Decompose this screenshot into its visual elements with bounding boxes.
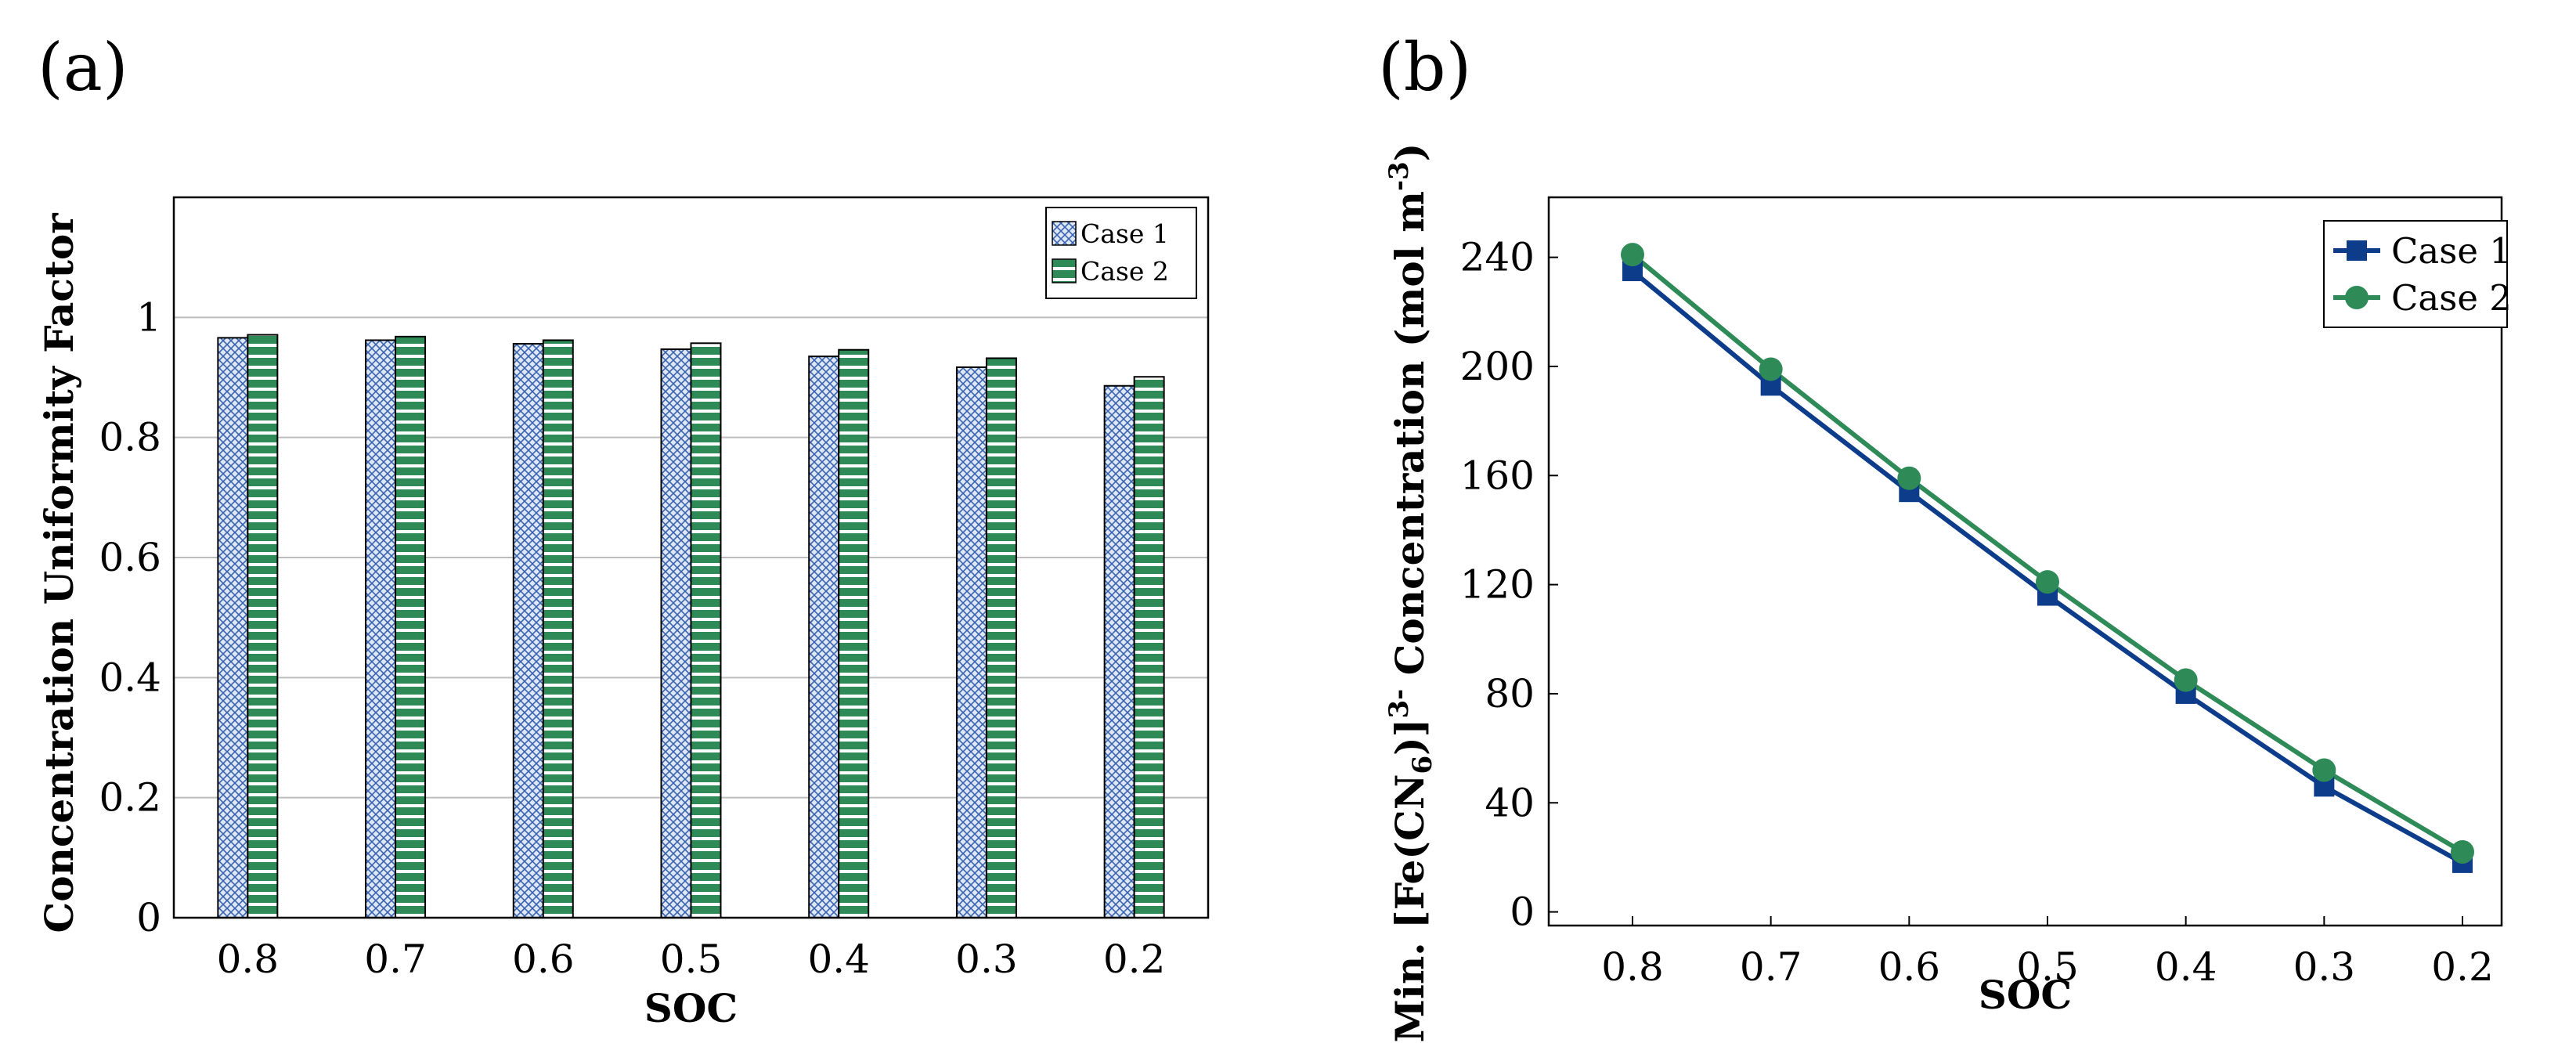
b-x-tick-label: 0.6 (1878, 944, 1941, 990)
b-marker-case2 (2036, 570, 2059, 594)
a-y-tick-label: 1 (136, 294, 161, 340)
panel-b-label: (b) (1378, 29, 1471, 106)
a-legend-swatch-case2 (1052, 258, 1077, 283)
b-ylabel-prefix: Min. [Fe(CN (1387, 774, 1433, 1043)
b-y-axis-title: Min. [Fe(CN6)]3- Concentration (mol m-3) (1384, 143, 1438, 1043)
b-x-tick-label: 0.4 (2155, 944, 2217, 990)
a-bar-case2 (690, 342, 722, 918)
b-x-tick-label: 0.3 (2293, 944, 2356, 990)
a-plot-frame (172, 196, 1210, 919)
a-bar-case2 (247, 334, 279, 919)
b-y-tick-label: 160 (1460, 453, 1535, 498)
a-x-tick-label: 0.7 (364, 937, 427, 982)
b-legend-box (2323, 220, 2508, 328)
b-legend-label-case1: Case 1 (2391, 230, 2512, 272)
b-marker-case2 (2451, 839, 2474, 864)
a-bar-case1 (217, 337, 249, 918)
a-bar-case2 (838, 348, 870, 918)
a-x-tick-label: 0.8 (217, 937, 280, 982)
a-legend-label-case1: Case 1 (1081, 218, 1169, 249)
a-y-tick-label: 0.4 (99, 655, 161, 700)
uniformity-factor-bar-chart: 0 0.2 0.4 0.6 0.8 1 0.8 0.7 0.6 0.5 0.4 0.3 0.2 SOC… (36, 196, 1210, 1031)
a-bar-case2 (542, 339, 574, 918)
b-y-tick-label: 0 (1510, 890, 1535, 935)
b-y-tick-label: 120 (1460, 562, 1535, 608)
a-bar-case1 (808, 355, 840, 918)
b-legend: Case 1 Case 2 (2323, 220, 2512, 328)
a-x-tick-label: 0.6 (512, 937, 575, 982)
b-y-tick-label: 240 (1460, 235, 1535, 280)
b-ylabel-end: ) (1387, 143, 1433, 162)
b-legend-label-case2: Case 2 (2391, 277, 2512, 319)
a-y-tick-label: 0.2 (99, 775, 161, 821)
a-bars (217, 334, 1165, 919)
a-x-tick-labels: 0.8 0.7 0.6 0.5 0.4 0.3 0.2 (217, 937, 1166, 982)
b-ylabel-unit-sup: -3 (1384, 161, 1415, 191)
a-y-tick-labels: 0 0.2 0.4 0.6 0.8 1 (99, 294, 161, 940)
a-y-axis-title: Concentration Uniformity Factor (36, 213, 82, 933)
a-legend-swatch-case1 (1052, 221, 1077, 246)
b-marker-case2 (1759, 357, 1783, 381)
b-line-case2 (1631, 252, 2464, 854)
a-bar-case1 (660, 348, 692, 918)
b-x-tick-label: 0.2 (2431, 944, 2494, 990)
a-y-tick-label: 0.6 (99, 535, 161, 580)
a-x-tick-label: 0.4 (807, 937, 870, 982)
b-marker-case2 (2174, 668, 2198, 692)
b-legend-marker-case2 (2345, 286, 2369, 309)
a-bar-case1 (365, 339, 397, 918)
a-x-tick-label: 0.2 (1103, 937, 1166, 982)
b-marker-case2 (1621, 243, 1644, 267)
b-x-tick-labels: 0.8 0.7 0.6 0.5 0.4 0.3 0.2 (1601, 916, 2494, 990)
a-x-tick-label: 0.5 (660, 937, 723, 982)
b-ylabel-sup: 3- (1384, 689, 1415, 719)
a-legend-label-case2: Case 2 (1081, 256, 1169, 287)
b-x-tick-label: 0.8 (1601, 944, 1664, 990)
a-y-tick-label: 0 (136, 895, 161, 940)
b-marker-case2 (2312, 758, 2336, 782)
a-bar-case2 (1133, 376, 1165, 918)
b-x-tick-label: 0.7 (1740, 944, 1802, 990)
b-ylabel-suffix: Concentration (mol m (1387, 191, 1433, 689)
b-ylabel-sub: 6 (1407, 756, 1438, 774)
a-legend: Case 1 Case 2 (1045, 207, 1197, 299)
b-series-lines (1631, 252, 2464, 865)
b-y-tick-label: 40 (1485, 780, 1535, 825)
a-x-tick-label: 0.3 (955, 937, 1018, 982)
a-bar-case1 (512, 343, 544, 919)
a-bar-case2 (395, 335, 427, 919)
a-bar-case1 (1103, 384, 1135, 918)
b-legend-marker-case1 (2347, 240, 2367, 261)
b-y-tick-labels: 0 40 80 120 160 200 240 (1460, 235, 1558, 935)
a-bar-case2 (985, 357, 1017, 918)
a-y-tick-label: 0.8 (99, 415, 161, 460)
b-series-markers (1621, 243, 2474, 873)
a-bar-case1 (955, 366, 987, 918)
b-y-tick-label: 200 (1460, 344, 1535, 389)
b-marker-case2 (1897, 466, 1921, 490)
panel-a-label: (a) (38, 29, 128, 106)
a-x-axis-title: SOC (644, 985, 738, 1031)
b-y-tick-label: 80 (1485, 671, 1535, 716)
b-plot-frame (1547, 196, 2503, 927)
b-x-tick-label: 0.5 (2016, 944, 2079, 990)
b-ylabel-mid: )] (1387, 719, 1433, 756)
b-x-axis-title: SOC (1979, 972, 2072, 1018)
